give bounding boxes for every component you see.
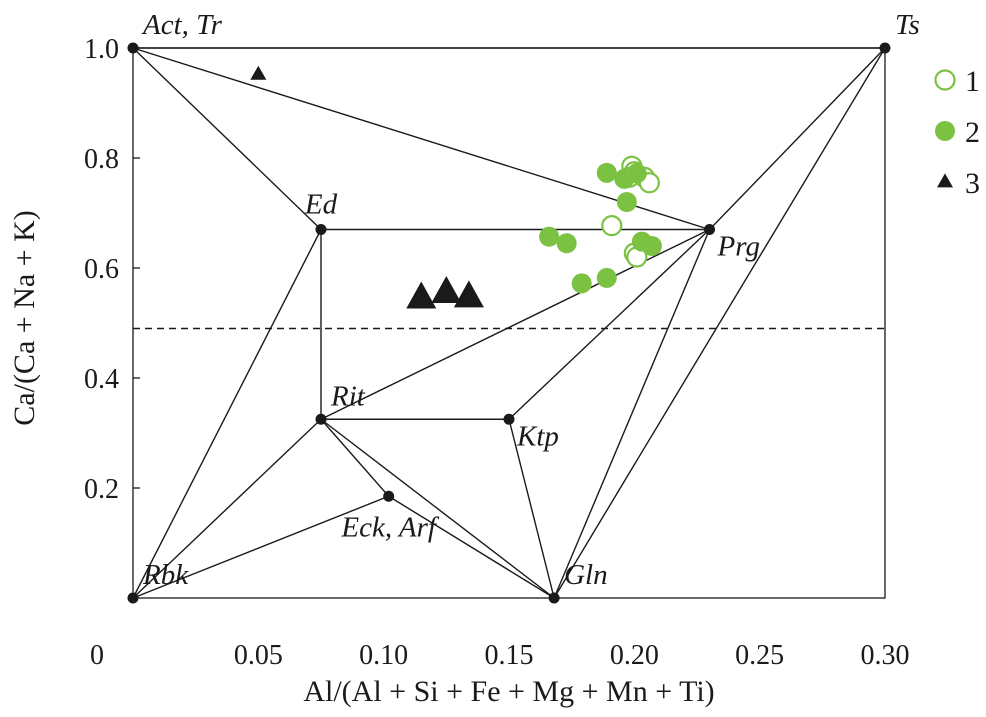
x-axis-title: Al/(Al + Si + Fe + Mg + Mn + Ti) (303, 675, 714, 708)
end-member-label-rbk: Rbk (142, 559, 189, 591)
series-2-point-2 (626, 163, 647, 184)
end-member-point-ts (879, 42, 891, 54)
legend: 1 2 3 (934, 65, 980, 200)
series-2 (539, 162, 662, 294)
axis-ticks: 0 0.05 0.10 0.15 0.20 0.25 0.30 0.2 0.4 0.6 0.8 1.0 (84, 34, 910, 671)
tie-line-prg-gln (553, 229, 711, 599)
x-tick-label: 0.30 (861, 640, 910, 671)
x-tick-label: 0.25 (735, 640, 784, 671)
tie-line-rit-prg (320, 228, 710, 420)
y-axis-title: Ca/(Ca + Na + K) (8, 210, 41, 425)
end-member-point-rit (315, 413, 327, 425)
legend-marker-2 (935, 121, 955, 141)
y-tick-label: 0.8 (84, 144, 119, 175)
series-2-point-3 (616, 192, 637, 212)
end-member-points (127, 42, 891, 604)
tie-line-ktp-gln (508, 419, 555, 599)
tie-line-ts-prg (709, 47, 886, 230)
series-2-point-9 (571, 273, 592, 294)
tie-line-ed-rbk (132, 229, 322, 599)
end-member-point-ed (315, 224, 327, 235)
x-tick-label: 0 (90, 640, 104, 671)
legend-label-1: 1 (965, 65, 980, 98)
series-3-point-0 (250, 65, 267, 80)
end-member-label-ed: Ed (304, 189, 338, 221)
data-series (250, 65, 662, 309)
tie-line-act-ed (132, 47, 322, 231)
series-3-point-3 (453, 280, 484, 308)
tie-line-rit-eck (320, 418, 390, 497)
tie-line-rit-gln (320, 418, 555, 599)
tie-line-eck-gln (388, 495, 555, 599)
legend-label-2: 2 (965, 116, 980, 149)
series-3-point-1 (406, 281, 437, 309)
end-member-point-ktp (503, 413, 515, 425)
tie-line-eck-rbk (132, 495, 389, 599)
legend-marker-3 (937, 173, 953, 188)
end-member-point-prg (704, 224, 716, 235)
tie-line-ts-gln (553, 47, 886, 599)
series-2-point-8 (596, 267, 617, 288)
series-1-point-5 (601, 215, 623, 237)
end-member-point-eck (383, 490, 395, 502)
end-member-label-prg: Prg (717, 231, 760, 263)
y-tick-label: 0.4 (84, 364, 119, 395)
y-tick-label: 1.0 (84, 34, 119, 65)
x-tick-label: 0.10 (359, 640, 408, 671)
tie-line-ktp-prg (508, 228, 711, 420)
end-member-point-rbk (127, 592, 139, 604)
series-3 (250, 65, 484, 309)
end-member-label-gln: Gln (564, 559, 608, 591)
end-member-label-eck: Eck, Arf (340, 511, 439, 543)
legend-label-3: 3 (965, 167, 980, 200)
series-2-point-7 (641, 236, 662, 256)
end-member-label-ktp: Ktp (516, 420, 559, 452)
end-member-point-gln (548, 592, 560, 604)
y-tick-label: 0.2 (84, 474, 119, 505)
series-3-point-2 (431, 276, 462, 304)
tie-lines (132, 47, 886, 599)
plot-border (132, 47, 886, 599)
series-2-point-4 (539, 226, 560, 247)
end-member-label-ts: Ts (895, 9, 920, 41)
tie-line-rit-rbk (132, 418, 322, 599)
plot-frame (132, 47, 886, 599)
x-tick-label: 0.05 (234, 640, 283, 671)
end-member-label-act: Act, Tr (141, 9, 223, 41)
series-2-point-0 (596, 162, 617, 183)
end-member-labels: Act, Tr Ts Ed Prg Rit Ktp Eck, Arf Rbk Gln (141, 9, 920, 591)
y-tick-label: 0.6 (84, 254, 119, 285)
end-member-label-rit: Rit (330, 380, 366, 412)
x-tick-label: 0.15 (485, 640, 534, 671)
series-2-point-5 (556, 233, 577, 254)
tie-line-act-prg (132, 47, 710, 231)
x-tick-label: 0.20 (610, 640, 659, 671)
legend-marker-1 (934, 69, 956, 91)
